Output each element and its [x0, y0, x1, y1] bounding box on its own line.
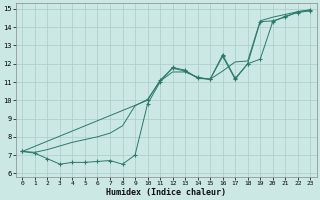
X-axis label: Humidex (Indice chaleur): Humidex (Indice chaleur)	[106, 188, 226, 197]
